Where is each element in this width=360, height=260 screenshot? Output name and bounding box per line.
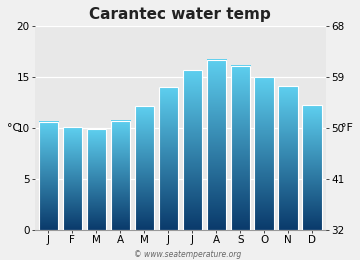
Bar — [279, 86, 298, 230]
Bar — [86, 129, 106, 230]
Bar — [255, 77, 274, 230]
Y-axis label: °C: °C — [7, 123, 20, 133]
Text: © www.seatemperature.org: © www.seatemperature.org — [134, 250, 241, 259]
Bar — [302, 105, 322, 230]
Bar — [230, 66, 250, 230]
Bar — [158, 87, 178, 230]
Bar — [183, 70, 202, 230]
Y-axis label: °F: °F — [341, 123, 353, 133]
Bar — [135, 106, 154, 230]
Bar — [111, 121, 130, 230]
Bar — [63, 127, 82, 230]
Bar — [207, 60, 226, 230]
Title: Carantec water temp: Carantec water temp — [90, 7, 271, 22]
Bar — [39, 122, 58, 230]
